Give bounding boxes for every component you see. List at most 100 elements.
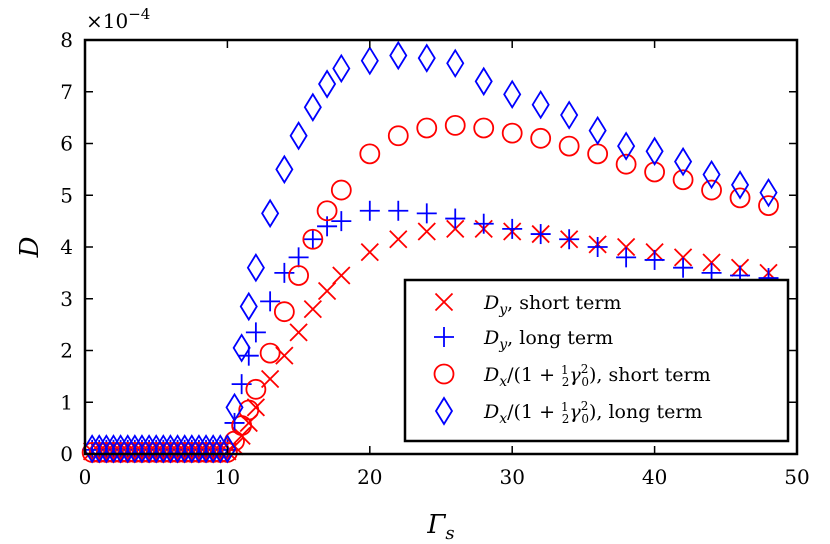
data-point — [503, 79, 522, 110]
data-point — [702, 253, 721, 272]
data-point — [318, 69, 337, 99]
data-point — [417, 43, 436, 73]
x-axis-label: Γs — [426, 510, 454, 540]
data-point — [644, 249, 665, 270]
data-point — [474, 66, 493, 97]
data-point — [587, 143, 609, 165]
legend-markers — [433, 292, 455, 426]
data-point — [558, 135, 580, 157]
data-point — [530, 127, 552, 149]
data-point — [239, 291, 258, 322]
data-point — [168, 434, 187, 464]
data-point — [97, 434, 116, 464]
data-point — [560, 100, 579, 130]
data-point — [259, 342, 281, 364]
x-tick-label: 0 — [79, 465, 92, 489]
legend-label: Dy, short term — [483, 292, 621, 318]
y-tick-label: 2 — [60, 339, 73, 363]
data-point — [502, 218, 523, 239]
data-point — [246, 398, 266, 417]
data-point — [316, 200, 338, 222]
y-multiplier: ×10−4 — [86, 5, 150, 33]
data-point — [182, 434, 201, 464]
data-point — [317, 281, 337, 301]
data-point — [261, 198, 280, 229]
data-point — [588, 115, 607, 146]
legend-marker — [434, 327, 454, 347]
data-point — [161, 434, 180, 464]
legend-label: Dx/(1 + 1 2γ2 0), long term — [483, 399, 702, 427]
data-point — [617, 131, 636, 161]
data-point — [225, 392, 244, 423]
data-point — [616, 247, 637, 268]
x-tick-label: 20 — [357, 465, 382, 489]
data-point — [673, 248, 693, 267]
data-point — [759, 177, 778, 208]
x-tick-label: 40 — [642, 465, 667, 489]
data-point — [211, 434, 230, 464]
data-point — [245, 378, 267, 400]
data-point — [332, 53, 351, 84]
legend-label: Dy, long term — [483, 327, 613, 353]
data-point — [387, 125, 409, 147]
y-multiplier-exponent: −4 — [128, 5, 150, 23]
data-point — [330, 179, 352, 201]
data-point — [674, 146, 693, 177]
data-point — [445, 208, 466, 229]
data-point — [275, 154, 294, 185]
data-point — [672, 169, 694, 191]
data-point — [260, 291, 281, 312]
data-point — [245, 322, 266, 343]
y-axis-label: D — [15, 236, 45, 258]
data-point — [388, 200, 409, 221]
data-point — [204, 434, 223, 464]
x-axis-label-sub: s — [445, 523, 454, 540]
x-tick-label: 30 — [499, 465, 524, 489]
legend-box — [403, 278, 790, 443]
data-point — [473, 213, 494, 234]
data-point — [616, 237, 636, 257]
data-point — [303, 92, 322, 122]
legend-marker — [434, 396, 454, 426]
data-point — [274, 262, 295, 283]
data-point — [154, 434, 173, 464]
data-point — [501, 122, 523, 144]
data-point — [359, 143, 381, 165]
data-point — [303, 299, 322, 319]
data-point — [444, 114, 466, 136]
data-point — [446, 48, 465, 79]
data-point — [673, 257, 694, 278]
data-point — [332, 266, 351, 285]
data-point — [360, 45, 379, 76]
data-point — [531, 89, 550, 120]
legend-marker — [434, 292, 454, 312]
data-point — [147, 434, 166, 464]
y-tick-label: 5 — [60, 183, 73, 207]
legend-entry-dx-long: Dx/(1 + 1 2γ2 0), long term — [483, 399, 702, 427]
data-point — [104, 434, 123, 464]
data-point — [416, 203, 437, 224]
data-point — [140, 434, 159, 464]
data-point — [644, 161, 665, 183]
y-tick-label: 7 — [60, 80, 73, 104]
data-point — [218, 434, 237, 464]
x-axis-label-main: Γ — [426, 510, 446, 540]
data-point — [615, 153, 637, 175]
data-point — [125, 434, 144, 464]
data-point — [246, 252, 265, 283]
data-point — [289, 121, 308, 151]
data-point — [702, 159, 721, 190]
axis-ticks: 0 10 20 30 40 50 0 1 2 3 4 5 6 7 8 — [60, 28, 809, 489]
data-point — [645, 136, 664, 166]
legend: Dy, short term Dy, long term Dx/(1 + 1 2γ… — [403, 278, 790, 443]
data-point — [175, 434, 194, 464]
x-tick-label: 10 — [215, 465, 240, 489]
data-point — [83, 434, 102, 464]
data-point — [417, 222, 436, 241]
data-point — [331, 211, 352, 232]
y-tick-label: 0 — [60, 442, 73, 466]
data-point — [238, 399, 260, 421]
data-point — [359, 200, 380, 221]
